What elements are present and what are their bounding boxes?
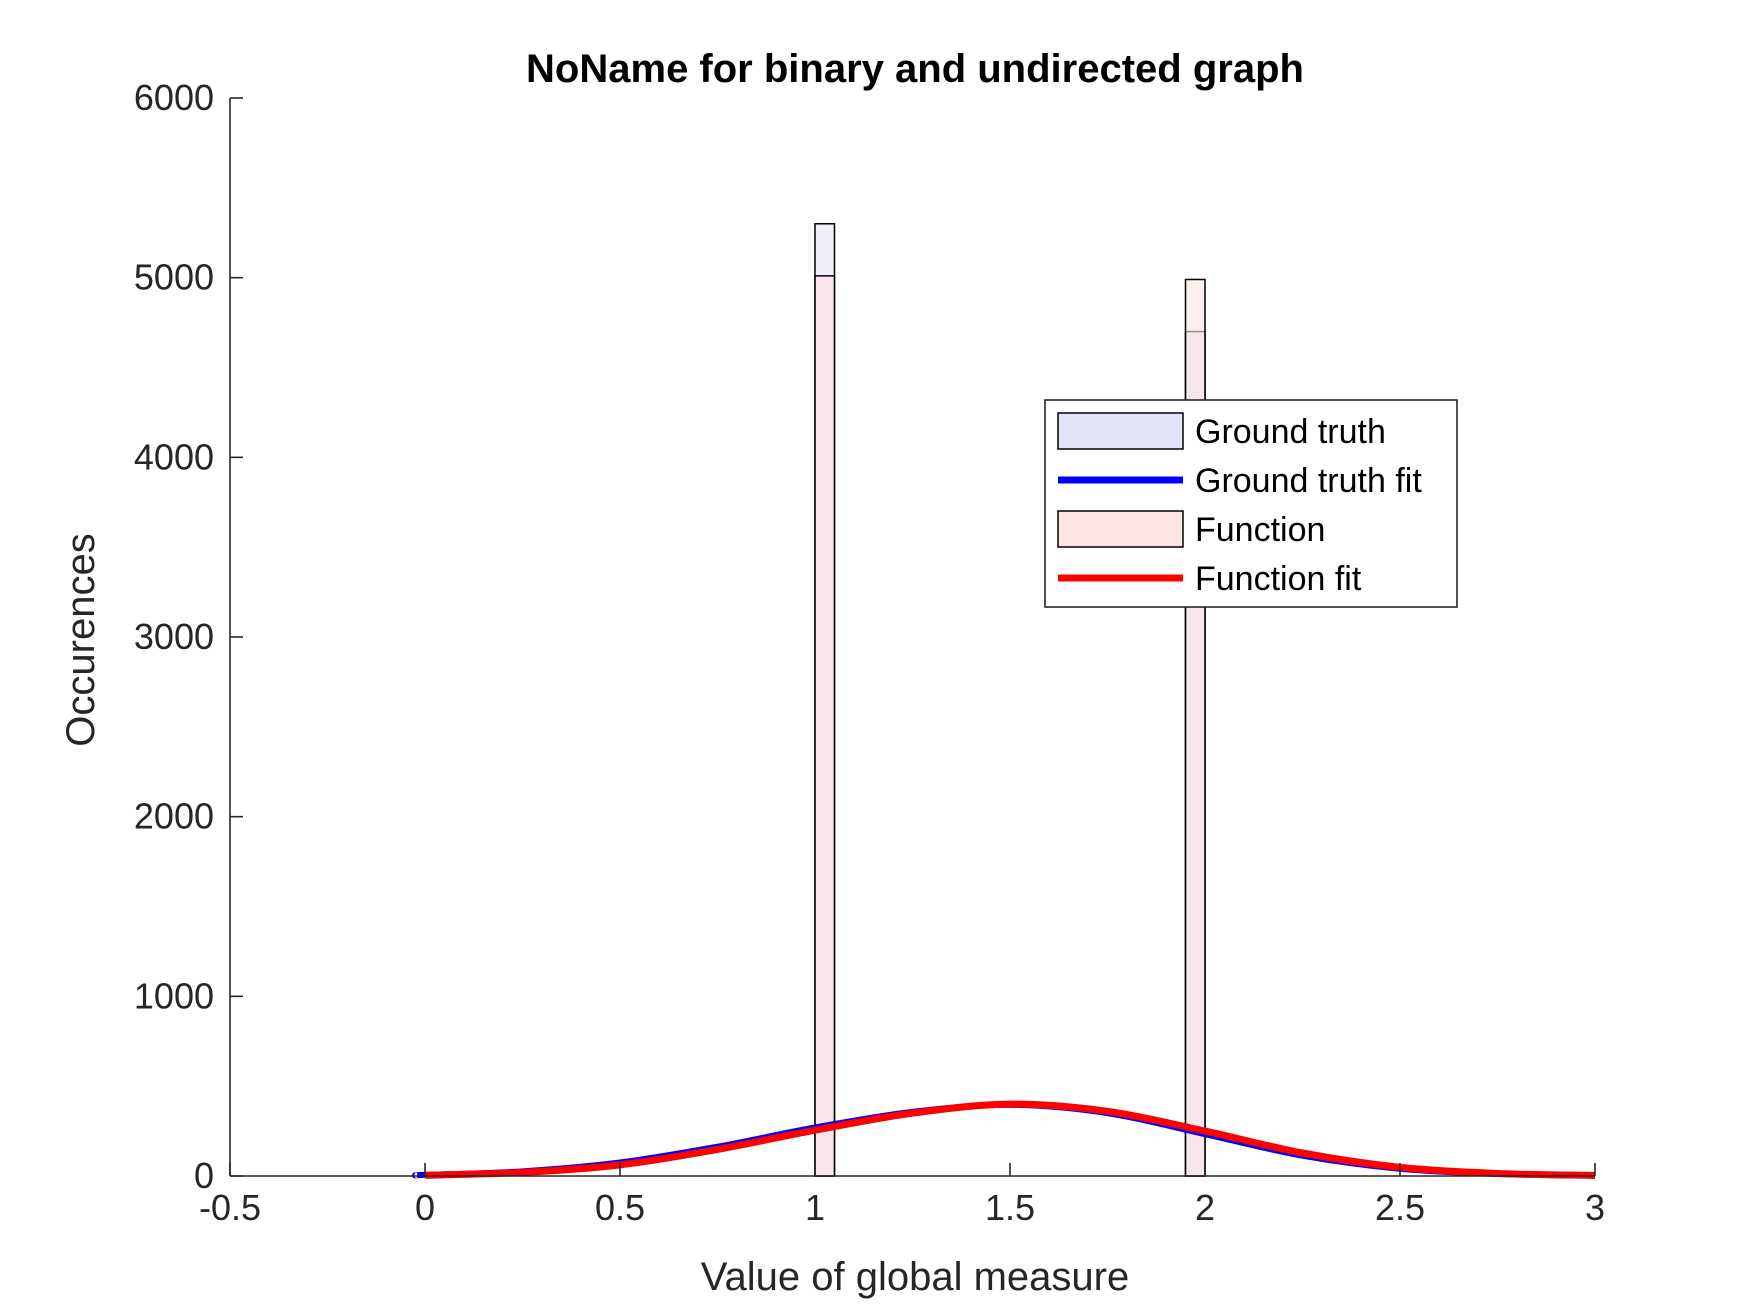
x-axis-label: Value of global measure [701, 1255, 1129, 1299]
legend-label-2: Function [1195, 511, 1325, 549]
bar-function-0 [814, 275, 836, 1177]
histogram-bars [814, 223, 1206, 1177]
y-tick-label: 6000 [134, 77, 214, 118]
legend-swatch-2 [1057, 510, 1184, 548]
x-tick-label: 0.5 [595, 1187, 645, 1228]
fit-curves [412, 1100, 1596, 1179]
y-tick-label: 0 [194, 1155, 214, 1196]
y-tick-label: 3000 [134, 616, 214, 657]
x-tick-label: 0 [415, 1187, 435, 1228]
y-axis-label: Occurences [59, 533, 103, 746]
legend-label-1: Ground truth fit [1195, 462, 1422, 500]
x-tick-label: 1.5 [985, 1187, 1035, 1228]
y-tick-label: 2000 [134, 796, 214, 837]
chart-title: NoName for binary and undirected graph [526, 47, 1304, 91]
x-tick-label: 2.5 [1375, 1187, 1425, 1228]
x-tick-label: -0.5 [199, 1187, 261, 1228]
x-tick-label: 3 [1585, 1187, 1605, 1228]
legend-swatch-0 [1057, 412, 1184, 450]
x-tick-label: 2 [1195, 1187, 1215, 1228]
legend: Ground truth Ground truth fit Function Func… [1044, 399, 1458, 608]
y-tick-label: 4000 [134, 436, 214, 477]
legend-label-0: Ground truth [1195, 413, 1386, 451]
axes: -0.5 0 0.5 1 1.5 2 2.5 301000200030004000500060… [134, 77, 1605, 1228]
legend-label-3: Function fit [1195, 560, 1362, 598]
y-tick-label: 1000 [134, 975, 214, 1016]
y-tick-label: 5000 [134, 257, 214, 298]
x-tick-label: 1 [805, 1187, 825, 1228]
